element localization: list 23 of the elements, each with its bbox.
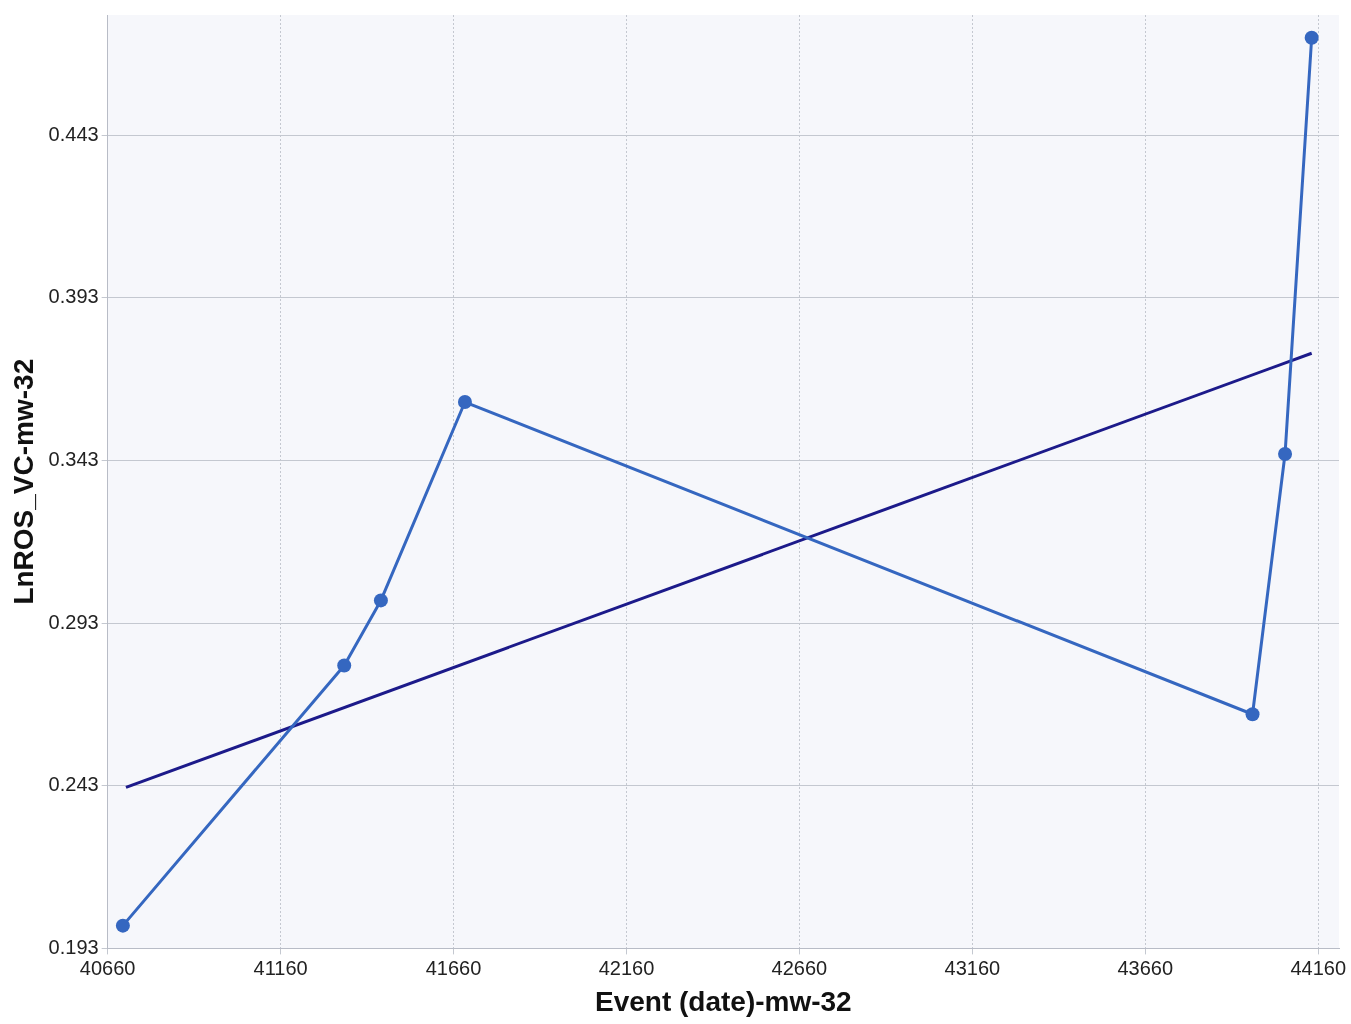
x-tick-label: 43160: [944, 956, 1001, 979]
y-tick-label: 0.343: [48, 448, 99, 471]
point: [337, 658, 352, 673]
x-tick-label: 44160: [1290, 956, 1347, 979]
point: [1304, 30, 1319, 45]
x-tick-label: 41660: [425, 956, 482, 979]
y-tick-label: 0.443: [48, 122, 99, 145]
x-tick-label: 42660: [771, 956, 828, 979]
x-tick-label: 43660: [1117, 956, 1174, 979]
y-axis-title: LnROS_VC-mw-32: [7, 358, 39, 605]
point: [457, 395, 472, 410]
y-tick-label: 0.293: [48, 610, 99, 633]
x-axis-title: Event (date)-mw-32: [594, 985, 852, 1017]
x-tick-label: 40660: [79, 956, 136, 979]
point: [373, 593, 388, 608]
y-tick-label: 0.193: [48, 935, 99, 958]
point: [1278, 447, 1293, 462]
x-tick-label: 42160: [598, 956, 655, 979]
y-tick-label: 0.243: [48, 773, 99, 796]
point: [115, 918, 130, 933]
point: [1245, 707, 1260, 722]
x-tick-label: 41160: [253, 956, 308, 979]
y-tick-label: 0.393: [48, 285, 99, 308]
